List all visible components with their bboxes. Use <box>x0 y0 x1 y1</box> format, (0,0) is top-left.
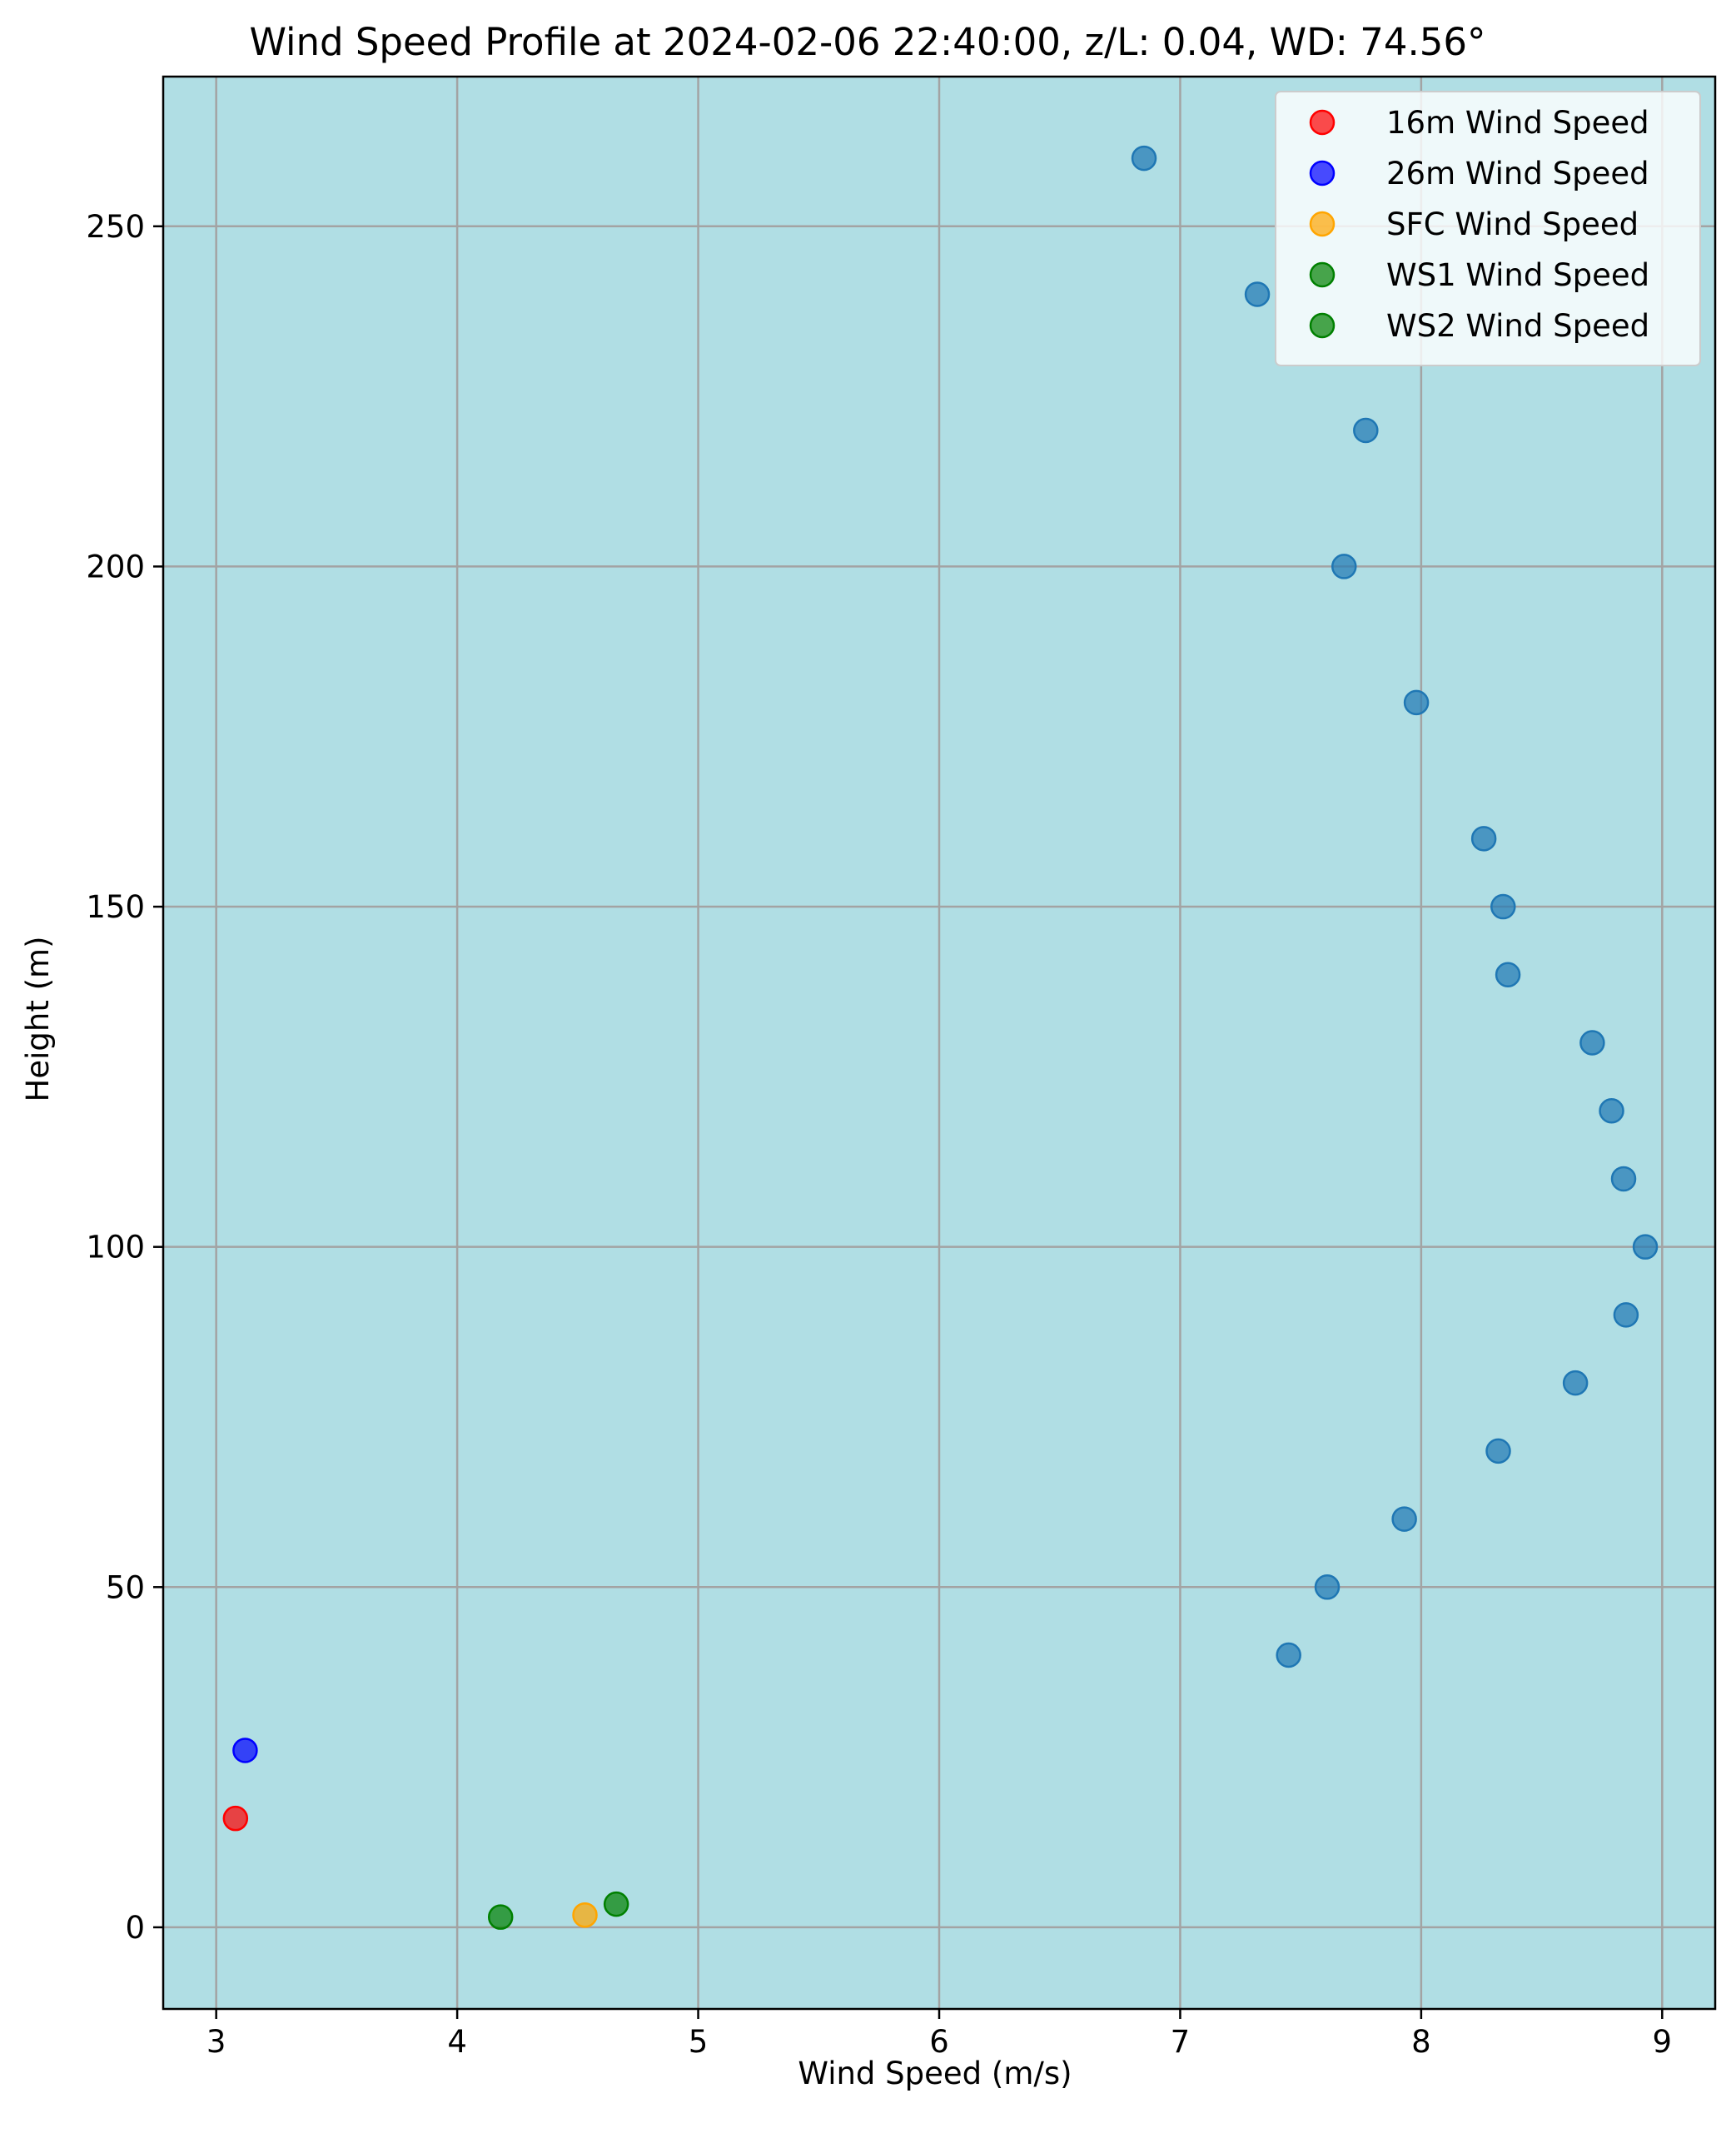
legend-marker <box>1309 160 1336 186</box>
data-point-series-0 <box>1579 1030 1605 1056</box>
y-axis-label: Height (m) <box>20 937 56 1102</box>
data-point-series-0 <box>1131 145 1157 172</box>
data-point-series-0 <box>1470 826 1497 852</box>
x-tick-label: 8 <box>1411 2024 1431 2060</box>
data-point-series-0 <box>1613 1302 1639 1328</box>
y-tick-label: 100 <box>86 1230 145 1265</box>
data-point-series-0 <box>1314 1574 1341 1600</box>
legend-label: SFC Wind Speed <box>1386 206 1639 242</box>
x-tick-label: 4 <box>447 2024 467 2060</box>
legend-label: WS1 Wind Speed <box>1386 257 1649 293</box>
y-tick-label: 0 <box>125 1910 145 1946</box>
data-point-series-0 <box>1353 417 1379 444</box>
chart-title: Wind Speed Profile at 2024-02-06 22:40:0… <box>249 20 1485 64</box>
x-tick-label: 5 <box>689 2024 709 2060</box>
x-tick-label: 3 <box>206 2024 226 2060</box>
y-axis-ticks: 0 50 100 150 200 250 <box>86 209 163 1946</box>
x-tick-label: 9 <box>1653 2024 1673 2060</box>
legend-label: 16m Wind Speed <box>1386 105 1649 141</box>
data-point-series-0 <box>1244 281 1271 307</box>
data-point-series-3 <box>572 1902 598 1928</box>
legend-label: 26m Wind Speed <box>1386 156 1649 191</box>
data-point-series-0 <box>1632 1234 1659 1260</box>
data-point-series-0 <box>1610 1166 1637 1192</box>
data-point-series-0 <box>1485 1438 1511 1464</box>
data-point-series-0 <box>1495 962 1521 988</box>
legend-marker <box>1309 312 1336 339</box>
legend: 16m Wind Speed 26m Wind Speed SFC Wind Spe… <box>1275 91 1701 366</box>
y-tick-label: 250 <box>86 209 145 245</box>
data-point-series-2 <box>232 1738 258 1763</box>
legend-marker <box>1309 211 1336 237</box>
data-point-series-0 <box>1490 893 1516 920</box>
data-point-series-0 <box>1562 1370 1589 1396</box>
y-tick-label: 50 <box>106 1569 145 1605</box>
x-axis-ticks: 3 4 5 6 7 8 9 <box>206 2009 1672 2060</box>
legend-marker <box>1309 109 1336 136</box>
x-tick-label: 6 <box>929 2024 949 2060</box>
x-tick-label: 7 <box>1171 2024 1191 2060</box>
y-tick-label: 150 <box>86 889 145 925</box>
data-point-series-5 <box>603 1891 629 1917</box>
x-axis-label: Wind Speed (m/s) <box>798 2056 1072 2091</box>
data-point-series-0 <box>1599 1097 1624 1124</box>
data-point-series-4 <box>487 1904 514 1930</box>
legend-marker <box>1309 261 1336 288</box>
data-point-series-0 <box>1331 554 1357 579</box>
data-point-series-0 <box>1391 1506 1417 1532</box>
data-point-series-1 <box>222 1805 249 1832</box>
grid-lines <box>163 77 1715 2009</box>
y-tick-label: 200 <box>86 549 145 584</box>
data-points <box>222 145 1659 1930</box>
data-point-series-0 <box>1403 689 1430 716</box>
legend-label: WS2 Wind Speed <box>1386 308 1649 344</box>
data-point-series-0 <box>1276 1642 1301 1668</box>
legend-box <box>1275 91 1701 366</box>
